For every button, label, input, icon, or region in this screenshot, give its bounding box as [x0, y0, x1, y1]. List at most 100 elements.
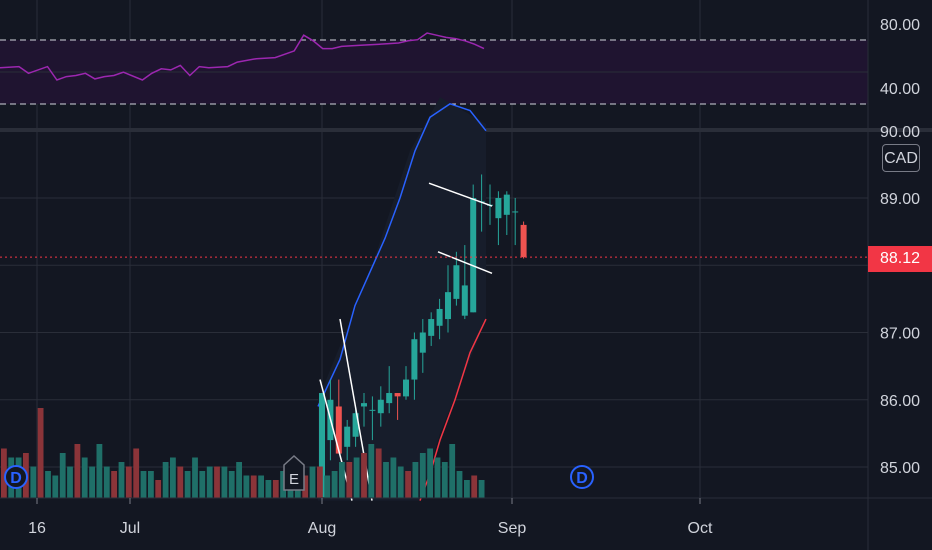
price-tick-label: 85.00	[880, 460, 920, 477]
dividend-marker-letter: D	[10, 470, 22, 487]
volume-bar	[89, 466, 95, 498]
volume-bar	[30, 466, 37, 498]
candle-body[interactable]	[386, 393, 393, 404]
candle-body[interactable]	[344, 426, 351, 447]
x-tick-label: Sep	[498, 520, 527, 537]
dividend-marker-icon[interactable]: D	[4, 465, 28, 489]
price-pane[interactable]	[0, 97, 868, 501]
volume-bar	[383, 462, 389, 498]
volume-bar	[37, 408, 44, 498]
volume-bar	[192, 457, 198, 498]
rsi-line	[0, 32, 485, 81]
flag-upper-line[interactable]	[428, 182, 493, 207]
volume-bar	[118, 462, 125, 498]
volume-bar	[309, 466, 316, 498]
candle-body[interactable]	[503, 194, 510, 215]
volume-bar	[228, 471, 235, 498]
volume-bar	[148, 471, 154, 498]
volume-bar	[236, 462, 242, 498]
candle-body[interactable]	[352, 413, 359, 437]
volume-bar	[339, 462, 345, 498]
volume-bar	[265, 480, 272, 498]
volume-bar	[125, 466, 132, 498]
volume-bar	[96, 444, 103, 498]
dividend-marker-icon[interactable]: D	[570, 465, 594, 489]
volume-bar	[412, 462, 419, 498]
candle-body[interactable]	[445, 292, 451, 320]
volume-bar	[331, 471, 338, 498]
candle-body[interactable]	[403, 379, 409, 397]
volume-bar	[419, 453, 426, 498]
earnings-marker-letter: E	[289, 471, 299, 488]
volume-bar	[324, 475, 331, 498]
x-tick-label: Aug	[308, 520, 336, 537]
volume-bar	[258, 475, 264, 498]
earnings-marker-icon[interactable]: E	[283, 454, 305, 491]
volume-bar	[427, 448, 433, 498]
volume-bar	[368, 444, 375, 498]
candle-body[interactable]	[428, 319, 435, 336]
candle-body[interactable]	[411, 339, 418, 380]
candle-body[interactable]	[319, 393, 325, 498]
x-tick-label: Oct	[688, 520, 713, 537]
volume-bar	[449, 444, 456, 498]
upper-band-line	[317, 103, 487, 407]
volume-bar	[170, 457, 176, 498]
volume-bar	[456, 471, 463, 498]
candle-body[interactable]	[512, 211, 519, 213]
volume-bar	[133, 448, 140, 498]
volume-bar	[397, 466, 404, 498]
volume-bar	[221, 466, 228, 498]
volume-bar	[272, 480, 279, 498]
volume-bar	[441, 462, 448, 498]
volume-bar	[405, 471, 411, 498]
event-markers[interactable]: D DE	[4, 454, 594, 491]
earnings-marker-shape	[283, 454, 305, 491]
price-tick-label: 90.00	[880, 124, 920, 141]
volume-bar	[59, 453, 66, 498]
candle-body[interactable]	[453, 265, 460, 299]
volume-bar	[184, 471, 191, 498]
currency-badge[interactable]: CAD	[882, 144, 920, 172]
rsi-tick-label: 80.00	[880, 17, 920, 34]
volume-bar	[199, 471, 206, 498]
volume-bar	[162, 462, 169, 498]
volume-bar	[177, 466, 184, 498]
candle-body[interactable]	[470, 198, 477, 313]
candle-body[interactable]	[377, 399, 384, 414]
volume-bar	[214, 466, 220, 498]
volume-bar	[361, 453, 367, 498]
last-price-label: 88.12	[868, 246, 932, 272]
volume-bar	[140, 471, 147, 498]
volume-bar	[67, 466, 73, 498]
volume-bar	[478, 480, 485, 498]
volume-bar	[353, 457, 360, 498]
flag-lower-line[interactable]	[437, 251, 493, 275]
volume-bar	[103, 466, 110, 498]
candle-body[interactable]	[394, 393, 401, 397]
candle-body[interactable]	[461, 285, 468, 316]
volume-bar	[1, 448, 7, 498]
x-tick-label: 16	[28, 520, 46, 537]
volume-bar	[243, 475, 250, 498]
candle-body[interactable]	[495, 198, 502, 219]
volume-bar	[81, 457, 88, 498]
candle-body[interactable]	[436, 308, 443, 326]
volume-bar	[52, 475, 59, 498]
candle-body[interactable]	[520, 224, 527, 258]
volume-bar	[45, 471, 51, 498]
dividend-marker-circle	[570, 465, 594, 489]
x-tick-label: Jul	[120, 520, 140, 537]
dividend-marker-circle	[4, 465, 28, 489]
candle-body[interactable]	[419, 332, 426, 353]
volume-bar	[206, 466, 213, 498]
channel-area	[318, 97, 486, 501]
volume-bar	[471, 475, 478, 498]
volume-bar	[250, 475, 257, 498]
candle-body[interactable]	[361, 403, 367, 407]
volume-bar	[74, 444, 81, 498]
candle-body[interactable]	[369, 409, 376, 411]
candle-body[interactable]	[335, 406, 342, 454]
